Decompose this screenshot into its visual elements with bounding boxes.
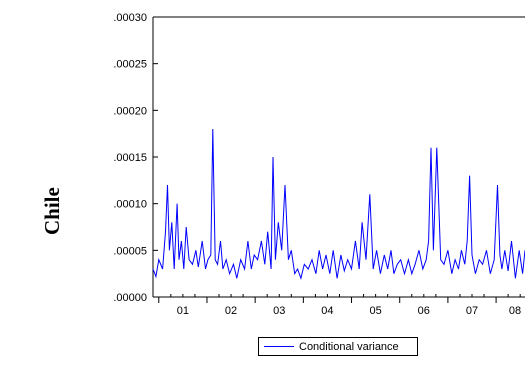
x-tick-label: 03 (273, 305, 285, 317)
x-tick-label: 05 (369, 305, 381, 317)
x-tick-label: 08 (509, 305, 521, 317)
y-tick-label: .00020 (113, 105, 147, 117)
y-tick-label: .00015 (113, 152, 147, 164)
x-tick-label: 01 (177, 305, 189, 317)
legend-swatch (264, 346, 294, 347)
y-tick-label: .00005 (113, 245, 147, 257)
y-tick-label: .00000 (113, 292, 147, 304)
side-label: Chile (40, 187, 64, 235)
x-tick-label: 02 (225, 305, 237, 317)
legend: Conditional variance (258, 337, 418, 356)
y-tick-label: .00030 (113, 12, 147, 24)
y-tick-label: .00025 (113, 59, 147, 71)
legend-label: Conditional variance (299, 340, 399, 353)
x-tick-label: 04 (321, 305, 333, 317)
x-tick-label: 06 (418, 305, 430, 317)
x-tick-label: 07 (466, 305, 478, 317)
y-tick-label: .00010 (113, 199, 147, 211)
series-line-conditional-variance (152, 128, 525, 281)
